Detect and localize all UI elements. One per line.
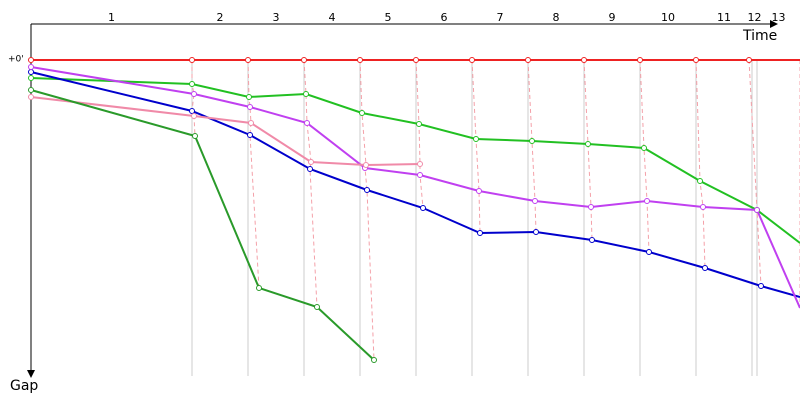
y-arrow [27, 370, 35, 378]
gap-point [191, 113, 197, 119]
gap-point [754, 207, 760, 213]
lap-connector [191, 60, 196, 137]
gap-point [256, 285, 262, 291]
lap-label: 8 [553, 11, 560, 24]
lap-connector [748, 59, 762, 287]
lap-connector [583, 59, 593, 241]
zero-label: +0' [8, 55, 24, 65]
gap-point [581, 57, 587, 63]
gap-point [700, 204, 706, 210]
gap-point [413, 57, 419, 63]
lap-connector [639, 59, 650, 253]
gap-point [525, 57, 531, 63]
gap-point [420, 205, 426, 211]
gap-point [245, 57, 251, 63]
gap-point [585, 141, 591, 147]
gap-point [28, 87, 34, 93]
lap-label: 6 [441, 11, 448, 24]
gap-point [589, 237, 595, 243]
gap-point [469, 57, 475, 63]
gap-point [28, 94, 34, 100]
gap-point [476, 188, 482, 194]
lap-label: 7 [497, 11, 504, 24]
lap-label: 3 [273, 11, 280, 24]
gap-point [28, 69, 34, 75]
gap-point [192, 133, 198, 139]
gap-point [637, 57, 643, 63]
gap-point [697, 178, 703, 184]
gap-line [30, 89, 375, 361]
gap-point [416, 121, 422, 127]
lap-connector [303, 59, 318, 308]
gap-point [189, 81, 195, 87]
gap-point [529, 138, 535, 144]
gap-point [646, 249, 652, 255]
lap-label: 10 [661, 11, 675, 24]
lap-label: 12 [748, 11, 762, 24]
gap-point [28, 57, 34, 63]
gap-point [417, 161, 423, 167]
x-arrow [770, 20, 778, 28]
gap-point [371, 357, 377, 363]
gap-point [364, 187, 370, 193]
x-axis-label: Time [742, 28, 777, 44]
gap-point [246, 94, 252, 100]
lap-label: 13 [772, 11, 786, 24]
gap-point [473, 136, 479, 142]
gap-point [248, 120, 254, 126]
gap-point [363, 162, 369, 168]
lap-label: 11 [717, 11, 731, 24]
gap-point [702, 265, 708, 271]
gap-point [189, 108, 195, 114]
gap-point [359, 110, 365, 116]
gap-point [189, 57, 195, 63]
gap-point [746, 57, 752, 63]
lap-connector [359, 59, 375, 361]
gap-point [247, 132, 253, 138]
y-axis-label: Gap [10, 378, 38, 394]
lap-connector [695, 59, 706, 269]
gap-point [417, 172, 423, 178]
lap-label: 1 [108, 11, 115, 24]
gap-point [247, 104, 253, 110]
gap-point [314, 304, 320, 310]
gap-point [304, 120, 310, 126]
gap-point [357, 57, 363, 63]
lap-connector [415, 59, 424, 209]
lap-label: 9 [609, 11, 616, 24]
gap-point [641, 145, 647, 151]
lap-connector [527, 59, 537, 233]
gap-point [303, 91, 309, 97]
gap-point [477, 230, 483, 236]
gap-point [758, 283, 764, 289]
gap-point [588, 204, 594, 210]
lap-connector [247, 59, 260, 289]
gap-point [308, 159, 314, 165]
gap-point [644, 198, 650, 204]
gap-line [30, 96, 421, 167]
lap-label: 4 [329, 11, 336, 24]
gap-point [28, 64, 34, 70]
lap-label: 5 [385, 11, 392, 24]
gap-point [693, 57, 699, 63]
gap-point [307, 166, 313, 172]
gap-point [533, 229, 539, 235]
gap-point [532, 198, 538, 204]
gap-point [301, 57, 307, 63]
gap-point [191, 91, 197, 97]
gap-point [28, 75, 34, 81]
lap-label: 2 [217, 11, 224, 24]
lap-connector [471, 59, 481, 234]
